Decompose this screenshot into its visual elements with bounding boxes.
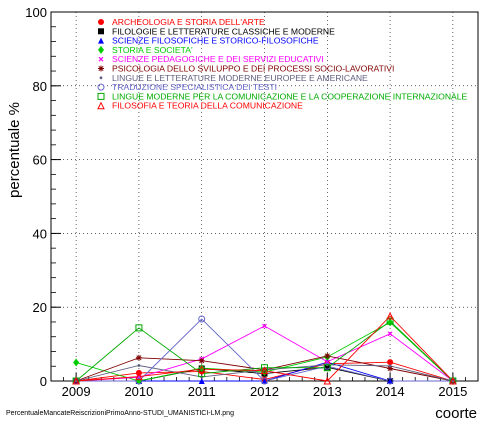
legend-entry-label: FILOLOGIE E LETTERATURE CLASSICHE E MODE… (112, 26, 335, 36)
data-point (388, 364, 392, 368)
data-point (323, 364, 331, 372)
legend-entry-label: SCIENZE PEDAGOGICHE E DEI SERVIZI EDUCAT… (112, 54, 324, 64)
y-tick-label: 20 (33, 300, 47, 315)
data-point (137, 364, 141, 367)
data-point (198, 370, 206, 378)
legend-marker (98, 28, 104, 35)
data-point (324, 364, 331, 371)
data-point (387, 359, 394, 366)
y-tick-label: 0 (40, 374, 47, 389)
y-tick-label: 60 (33, 153, 47, 168)
grid (51, 11, 478, 382)
footer-filename: PercentualeMancateReiscrizioniPrimoAnno-… (6, 410, 234, 417)
data-point (323, 376, 332, 385)
legend-entry-label: LINGUE E LETTERATURE MODERNE EUROPEE E A… (112, 73, 368, 83)
legend-marker (98, 65, 104, 72)
data-point (386, 317, 394, 325)
data-point (260, 366, 269, 375)
y-tick-label: 40 (33, 226, 47, 241)
x-tick-label: 2013 (313, 384, 342, 399)
x-tick-label: 2014 (376, 384, 405, 399)
x-tick-label: 2015 (438, 384, 467, 399)
legend-marker (97, 101, 105, 110)
legend-marker (99, 76, 103, 80)
data-point (386, 311, 394, 320)
legend-marker (97, 92, 105, 100)
y-tick-label: 80 (33, 79, 47, 94)
legend-marker (98, 45, 104, 54)
legend-entry-label: LINGUE MODERNE PER LA COMUNICAZIONE E LA… (112, 91, 468, 101)
x-tick-label: 2011 (188, 384, 216, 399)
legend-entry-label: SCIENZE FILOSOFICHE E STORICO-FILOSOFICH… (112, 36, 319, 46)
data-point (198, 378, 205, 384)
data-point (135, 324, 143, 332)
data-point (198, 315, 206, 323)
legend-marker (98, 37, 104, 44)
legend-entry-label: FILOSOFIA E TEORIA DELLA COMUNICAZIONE (112, 101, 303, 111)
data-point (198, 357, 205, 364)
data-point (261, 378, 268, 384)
data-point (197, 365, 206, 373)
legend-marker (98, 56, 104, 62)
data-point (324, 352, 331, 359)
data-point (449, 376, 457, 385)
legend-marker (97, 83, 105, 91)
axis-ticks: 2009 2010 2011 2012 2013 2014 2015 0 20 40 60 80 100 (25, 5, 467, 399)
data-point (135, 377, 143, 385)
x-tick-label: 2012 (250, 384, 279, 399)
legend-entry-label: ARCHEOLOGIA E STORIA DELL'ARTE (112, 17, 265, 27)
legend-marker (98, 19, 104, 25)
x-axis-label: coorte (435, 405, 477, 422)
legend-entry-label: PSICOLOGIA DELLO SVILUPPO E DEI PROCESSI… (112, 64, 394, 74)
legend: ARCHEOLOGIA E STORIA DELL'ARTEFILOLOGIE … (97, 17, 468, 111)
data-point (387, 331, 393, 337)
x-tick-label: 2009 (62, 384, 91, 399)
y-axis-label: percentuale % (6, 102, 23, 198)
legend-entry-label: TRADUZIONE SPECIALISTICA DEI TESTI (112, 82, 277, 92)
data-point (387, 365, 394, 372)
data-point (72, 376, 80, 385)
y-tick-label: 100 (25, 5, 47, 20)
data-point (387, 378, 394, 384)
legend-entry-label: STORIA E SOCIETA' (112, 45, 193, 55)
data-point (73, 358, 80, 367)
x-tick-label: 2010 (124, 384, 153, 399)
data-point (262, 323, 267, 329)
series-markers (72, 311, 457, 385)
data-point (386, 377, 394, 385)
data-point (261, 377, 268, 385)
data-point (261, 364, 268, 372)
data-point (135, 372, 143, 381)
data-point (135, 354, 142, 361)
